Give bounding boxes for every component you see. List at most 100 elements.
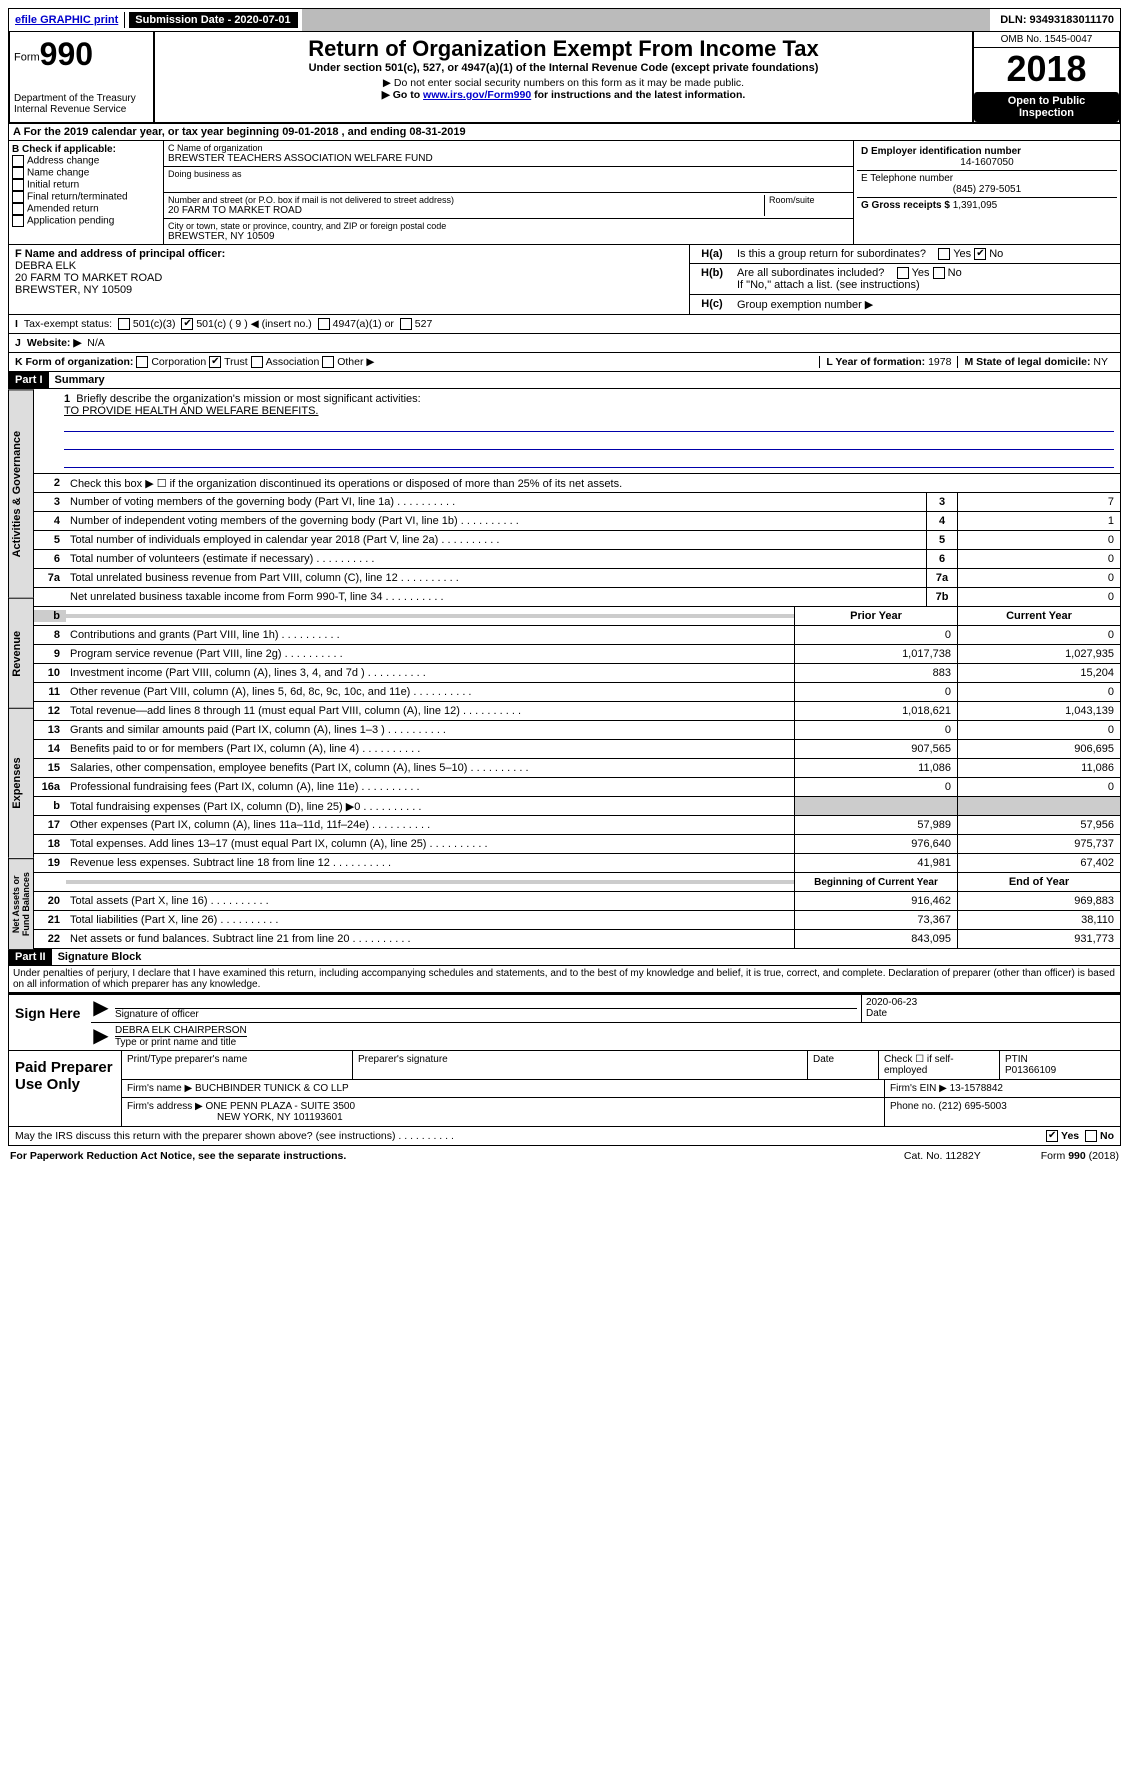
paid-preparer-label: Paid Preparer Use Only bbox=[9, 1051, 122, 1126]
col-c-org: C Name of organization BREWSTER TEACHERS… bbox=[164, 141, 854, 244]
prior-val: 0 bbox=[794, 683, 957, 701]
gross-label: G Gross receipts $ bbox=[861, 200, 950, 211]
top-bar: efile GRAPHIC print Submission Date - 20… bbox=[8, 8, 1121, 32]
line-val: 0 bbox=[957, 550, 1120, 568]
line-desc: Investment income (Part VIII, column (A)… bbox=[66, 665, 794, 681]
line-desc: Total liabilities (Part X, line 26) bbox=[66, 912, 794, 928]
sign-block: Sign Here ▶ Signature of officer 2020-06… bbox=[8, 993, 1121, 1051]
officer-print-name: DEBRA ELK CHAIRPERSON bbox=[115, 1025, 247, 1037]
line-desc: Program service revenue (Part VIII, line… bbox=[66, 646, 794, 662]
org-name: BREWSTER TEACHERS ASSOCIATION WELFARE FU… bbox=[168, 153, 849, 164]
q1-label: Briefly describe the organization's miss… bbox=[76, 393, 420, 405]
line-desc: Professional fundraising fees (Part IX, … bbox=[66, 779, 794, 795]
curr-val: 67,402 bbox=[957, 854, 1120, 872]
prior-val: 73,367 bbox=[794, 911, 957, 929]
tel-label: E Telephone number bbox=[861, 173, 1113, 184]
sig-date-label: Date bbox=[866, 1008, 1116, 1019]
curr-val bbox=[957, 797, 1120, 815]
line-desc: Grants and similar amounts paid (Part IX… bbox=[66, 722, 794, 738]
prep-name-header: Print/Type preparer's name bbox=[122, 1051, 353, 1079]
part-1-header: Part ISummary bbox=[8, 372, 1121, 389]
room-label: Room/suite bbox=[769, 195, 849, 205]
firm-phone: (212) 695-5003 bbox=[938, 1101, 1006, 1112]
line-desc: Contributions and grants (Part VIII, lin… bbox=[66, 627, 794, 643]
gross-value: 1,391,095 bbox=[953, 200, 998, 211]
note-1: ▶ Do not enter social security numbers o… bbox=[159, 77, 968, 89]
dln-label: DLN: 93493183011170 bbox=[994, 12, 1120, 28]
line-val: 0 bbox=[957, 588, 1120, 606]
efile-link[interactable]: efile GRAPHIC print bbox=[9, 12, 125, 28]
h-a-label: H(a) bbox=[690, 245, 734, 263]
curr-val: 931,773 bbox=[957, 930, 1120, 948]
line-desc: Total revenue—add lines 8 through 11 (mu… bbox=[66, 703, 794, 719]
officer-addr2: BREWSTER, NY 10509 bbox=[15, 284, 683, 296]
form990-link[interactable]: www.irs.gov/Form990 bbox=[423, 89, 531, 101]
line-val: 1 bbox=[957, 512, 1120, 530]
col-b-checklist: B Check if applicable: Address change Na… bbox=[9, 141, 164, 244]
mission-text: TO PROVIDE HEALTH AND WELFARE BENEFITS. bbox=[64, 405, 1114, 417]
self-employed-check[interactable]: Check ☐ if self-employed bbox=[879, 1051, 1000, 1079]
prior-val: 0 bbox=[794, 626, 957, 644]
ptin-header: PTIN bbox=[1005, 1054, 1115, 1065]
line-desc: Total number of volunteers (estimate if … bbox=[66, 551, 926, 567]
spacer bbox=[302, 9, 991, 31]
current-year-header: Current Year bbox=[957, 607, 1120, 625]
prior-val: 883 bbox=[794, 664, 957, 682]
col-d-ids: D Employer identification number14-16070… bbox=[854, 141, 1120, 244]
block-bcd: B Check if applicable: Address change Na… bbox=[8, 141, 1121, 245]
dept-label: Department of the Treasury bbox=[14, 93, 149, 104]
sig-date: 2020-06-23 bbox=[866, 997, 1116, 1008]
part-2-header: Part IISignature Block bbox=[8, 949, 1121, 966]
line-desc: Other expenses (Part IX, column (A), lin… bbox=[66, 817, 794, 833]
line-desc: Net unrelated business taxable income fr… bbox=[66, 589, 926, 605]
line-desc: Number of independent voting members of … bbox=[66, 513, 926, 529]
footer-mid: Cat. No. 11282Y bbox=[904, 1150, 981, 1162]
prior-val: 976,640 bbox=[794, 835, 957, 853]
arrow-icon: ▶ bbox=[91, 995, 111, 1022]
curr-val: 0 bbox=[957, 778, 1120, 796]
ein-value: 14-1607050 bbox=[861, 157, 1113, 168]
h-c-label: H(c) bbox=[690, 295, 734, 314]
summary-section: Activities & Governance Revenue Expenses… bbox=[8, 389, 1121, 949]
line-desc: Total expenses. Add lines 13–17 (must eq… bbox=[66, 836, 794, 852]
curr-val: 969,883 bbox=[957, 892, 1120, 910]
subtitle: Under section 501(c), 527, or 4947(a)(1)… bbox=[159, 62, 968, 74]
beg-year-header: Beginning of Current Year bbox=[794, 873, 957, 891]
tab-activities: Activities & Governance bbox=[8, 389, 34, 597]
form-number: Form990 bbox=[14, 36, 149, 73]
curr-val: 57,956 bbox=[957, 816, 1120, 834]
section-a: A For the 2019 calendar year, or tax yea… bbox=[8, 124, 1121, 141]
org-city: BREWSTER, NY 10509 bbox=[168, 231, 849, 242]
end-year-header: End of Year bbox=[957, 873, 1120, 891]
prior-val: 11,086 bbox=[794, 759, 957, 777]
prior-val: 843,095 bbox=[794, 930, 957, 948]
prior-val bbox=[794, 797, 957, 815]
officer-addr1: 20 FARM TO MARKET ROAD bbox=[15, 272, 683, 284]
curr-val: 0 bbox=[957, 721, 1120, 739]
tel-value: (845) 279-5051 bbox=[861, 184, 1113, 195]
sign-here-label: Sign Here bbox=[9, 995, 91, 1050]
prep-date-header: Date bbox=[808, 1051, 879, 1079]
tab-revenue: Revenue bbox=[8, 598, 34, 709]
curr-val: 0 bbox=[957, 683, 1120, 701]
dba-label: Doing business as bbox=[168, 169, 849, 179]
line-desc: Other revenue (Part VIII, column (A), li… bbox=[66, 684, 794, 700]
prior-val: 0 bbox=[794, 721, 957, 739]
curr-val: 11,086 bbox=[957, 759, 1120, 777]
discuss-row: May the IRS discuss this return with the… bbox=[8, 1127, 1121, 1146]
org-address: 20 FARM TO MARKET ROAD bbox=[168, 205, 764, 216]
submission-date-button[interactable]: Submission Date - 2020-07-01 bbox=[129, 12, 297, 28]
tax-year: 2018 bbox=[974, 48, 1119, 90]
curr-val: 15,204 bbox=[957, 664, 1120, 682]
paid-preparer-block: Paid Preparer Use Only Print/Type prepar… bbox=[8, 1051, 1121, 1127]
perjury-declaration: Under penalties of perjury, I declare th… bbox=[8, 966, 1121, 993]
line-desc: Revenue less expenses. Subtract line 18 … bbox=[66, 855, 794, 871]
note-2: ▶ Go to www.irs.gov/Form990 for instruct… bbox=[159, 89, 968, 101]
line-desc: Total number of individuals employed in … bbox=[66, 532, 926, 548]
tab-expenses: Expenses bbox=[8, 708, 34, 858]
curr-val: 38,110 bbox=[957, 911, 1120, 929]
prior-val: 916,462 bbox=[794, 892, 957, 910]
open-public-badge: Open to Public Inspection bbox=[974, 92, 1119, 122]
prior-val: 57,989 bbox=[794, 816, 957, 834]
row-j-website: JWebsite: ▶ N/A bbox=[8, 334, 1121, 353]
